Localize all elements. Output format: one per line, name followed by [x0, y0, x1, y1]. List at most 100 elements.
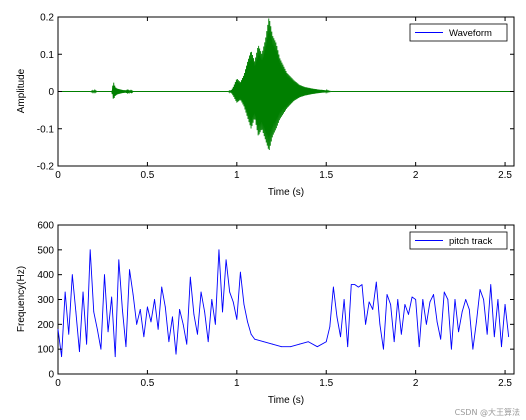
pitch-data-point [107, 331, 109, 333]
pitch-data-point [340, 336, 341, 338]
pitch-data-point [232, 301, 234, 303]
pitch-data-point [379, 323, 381, 325]
waveform-x-tick-label: 1 [234, 170, 240, 181]
pitch-data-point [200, 291, 202, 293]
pitch-data-point [465, 299, 467, 300]
waveform-y-ticks: 0.2 0.1 0 -0.1 -0.2 [37, 13, 514, 173]
waveform-legend-box [409, 23, 508, 42]
pitch-data-point [468, 309, 470, 310]
pitch-data-point [236, 318, 238, 320]
pitch-data-point [89, 249, 91, 251]
pitch-data-point [164, 306, 166, 308]
pitch-data-point [189, 276, 191, 278]
pitch-data-point [325, 341, 327, 343]
pitch-y-tick-label: 200 [37, 320, 54, 331]
watermark: CSDN @大王算法 [454, 408, 520, 417]
pitch-data-point [497, 299, 499, 300]
pitch-data-point [451, 348, 452, 350]
pitch-data-point [404, 304, 406, 305]
pitch-track-line [57, 249, 510, 358]
pitch-data-point [104, 274, 105, 276]
pitch-data-point [375, 281, 377, 283]
pitch-ylabel: Frequency(Hz) [16, 266, 27, 332]
waveform-x-ticks: 0 0.5 1 1.5 2 2.5 [55, 17, 512, 181]
waveform-legend-label: Waveform [449, 28, 492, 39]
pitch-x-ticks: 0 0.5 1 1.5 2 2.5 [55, 225, 512, 389]
pitch-data-point [100, 348, 102, 350]
pitch-data-point [193, 314, 195, 315]
pitch-data-point [358, 286, 359, 288]
pitch-data-point [172, 316, 173, 318]
pitch-data-point [443, 291, 445, 293]
waveform-signal [58, 18, 514, 150]
pitch-data-point [316, 346, 318, 348]
pitch-data-point [136, 323, 138, 325]
pitch-data-point [197, 333, 198, 335]
waveform-x-tick-label: 1.5 [319, 170, 333, 181]
pitch-data-point [458, 331, 459, 333]
pitch-data-point [400, 333, 402, 335]
pitch-data-point [479, 289, 481, 290]
pitch-data-point [75, 311, 77, 313]
pitch-data-point [175, 353, 177, 355]
pitch-data-point [243, 304, 245, 305]
pitch-data-point [493, 336, 495, 338]
pitch-data-point [393, 341, 395, 343]
pitch-data-point [429, 301, 431, 303]
pitch-legend-box [409, 231, 508, 250]
pitch-data-point [207, 341, 209, 343]
pitch-data-point [415, 299, 417, 300]
pitch-y-ticks: 600 500 400 300 200 100 0 [37, 221, 514, 381]
pitch-data-point [461, 311, 463, 313]
pitch-data-point [225, 259, 227, 261]
pitch-data-point [422, 299, 424, 300]
pitch-x-tick-label: 0.5 [140, 378, 154, 389]
waveform-y-tick-label: 0 [48, 87, 54, 98]
waveform-x-tick-label: 2 [413, 170, 419, 181]
waveform-series-line [58, 18, 514, 150]
pitch-data-point [86, 343, 88, 345]
pitch-data-point [139, 309, 141, 310]
pitch-data-point [447, 299, 449, 300]
waveform-xlabel: Time (s) [268, 187, 304, 198]
pitch-xlabel: Time (s) [268, 395, 304, 406]
waveform-legend: Waveform [409, 23, 508, 42]
pitch-legend-label: pitch track [449, 236, 493, 247]
pitch-data-point [299, 343, 300, 345]
pitch-data-point [147, 306, 148, 308]
pitch-data-point [454, 299, 456, 300]
pitch-axes: 0 0.5 1 1.5 2 2.5 600 500 400 300 200 100 0 Time (s… [16, 221, 515, 406]
pitch-data-point [386, 294, 388, 295]
pitch-x-tick-label: 2.5 [498, 378, 512, 389]
pitch-data-point [157, 328, 159, 330]
pitch-data-point [250, 333, 252, 335]
waveform-axes: 0 0.5 1 1.5 2 2.5 0.2 0.1 0 -0.1 -0.2 Time (s) Am… [16, 13, 515, 198]
pitch-x-tick-label: 1.5 [319, 378, 333, 389]
pitch-data-point [307, 341, 309, 343]
pitch-data-point [222, 311, 223, 313]
pitch-y-tick-label: 500 [37, 245, 54, 256]
pitch-data-point [433, 294, 434, 295]
pitch-data-point [154, 299, 155, 300]
pitch-data-point [71, 274, 73, 276]
pitch-data-point [329, 326, 331, 328]
pitch-data-point [436, 321, 438, 323]
pitch-data-point [354, 284, 356, 285]
pitch-data-point [397, 299, 399, 300]
pitch-legend: pitch track [409, 231, 508, 250]
pitch-data-point [179, 309, 181, 310]
waveform-x-tick-label: 2.5 [498, 170, 512, 181]
pitch-data-point [114, 356, 116, 358]
pitch-data-point [501, 346, 502, 348]
pitch-data-point [161, 286, 163, 288]
pitch-data-point [332, 286, 334, 288]
waveform-x-tick-label: 0.5 [140, 170, 154, 181]
pitch-data-point [186, 343, 188, 345]
pitch-data-point [143, 336, 145, 338]
pitch-data-point [214, 323, 216, 325]
pitch-y-tick-label: 0 [48, 370, 54, 381]
pitch-data-point [440, 338, 442, 340]
pitch-data-point [247, 321, 248, 323]
pitch-data-point [263, 341, 265, 343]
pitch-data-point [350, 284, 352, 285]
